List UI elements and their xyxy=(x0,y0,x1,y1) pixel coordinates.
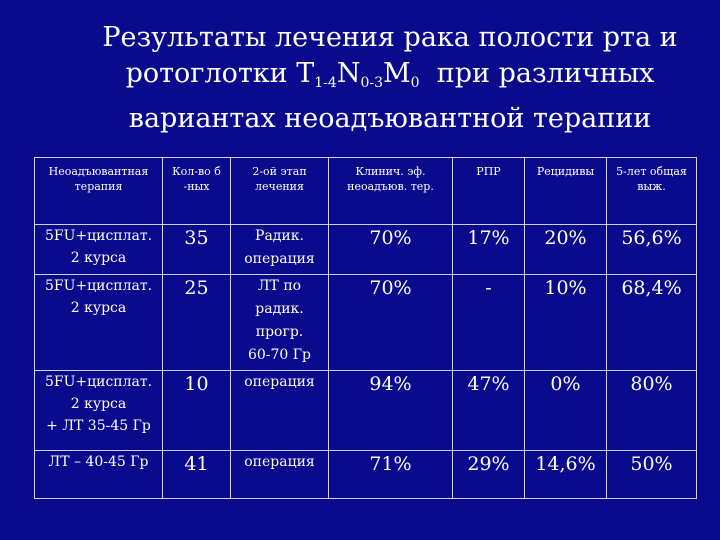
cell-treatment: 5FU+цисплат. 2 курса xyxy=(34,274,163,371)
header-recurrence: Рецидивы xyxy=(524,157,607,225)
cell-recurrence: 14,6% xyxy=(524,450,607,499)
title-sub-2: 0-3 xyxy=(360,75,383,91)
cell-treatment: 5FU+цисплат. 2 курса + ЛТ 35-45 Гр xyxy=(34,370,163,451)
cell-survival: 50% xyxy=(606,450,697,499)
cell-count: 41 xyxy=(162,450,231,499)
cell-recurrence: 0% xyxy=(524,370,607,451)
cell-rpr: - xyxy=(452,274,525,371)
cell-stage2: Радик. операция xyxy=(230,224,329,275)
header-rpr: РПР xyxy=(452,157,525,225)
cell-recurrence: 10% xyxy=(524,274,607,371)
title-line-2-prefix: ротоглотки Т xyxy=(125,58,315,89)
header-treatment: Неоадъювантная терапия xyxy=(34,157,163,225)
cell-recurrence: 20% xyxy=(524,224,607,275)
cell-clinical-effect: 94% xyxy=(328,370,453,451)
title-line-1: Результаты лечения рака полости рта и xyxy=(102,22,678,53)
cell-clinical-effect: 70% xyxy=(328,274,453,371)
cell-count: 35 xyxy=(162,224,231,275)
title-m: M xyxy=(382,58,411,89)
cell-stage2: операция xyxy=(230,370,329,451)
cell-survival: 80% xyxy=(606,370,697,451)
cell-stage2: ЛТ по радик. прогр. 60-70 Гр xyxy=(230,274,329,371)
cell-rpr: 47% xyxy=(452,370,525,451)
title-line-3: вариантах неоадъювантной терапии xyxy=(128,103,652,134)
table-row: 5FU+цисплат. 2 курса + ЛТ 35-45 Гр 10 оп… xyxy=(34,370,697,451)
header-clinical-effect: Клинич. эф. неоадъюв. тер. xyxy=(328,157,453,225)
table-row: 5FU+цисплат. 2 курса 25 ЛТ по радик. про… xyxy=(34,274,697,371)
cell-rpr: 29% xyxy=(452,450,525,499)
cell-rpr: 17% xyxy=(452,224,525,275)
results-table: Неоадъювантная терапия Кол-во б -ных 2-о… xyxy=(34,157,697,499)
cell-clinical-effect: 70% xyxy=(328,224,453,275)
header-survival: 5-лет общая выж. xyxy=(606,157,697,225)
cell-clinical-effect: 71% xyxy=(328,450,453,499)
cell-survival: 56,6% xyxy=(606,224,697,275)
cell-count: 10 xyxy=(162,370,231,451)
cell-count: 25 xyxy=(162,274,231,371)
title-sub-3: 0 xyxy=(410,75,420,91)
title-n: N xyxy=(336,58,361,89)
table-row: 5FU+цисплат. 2 курса 35 Радик. операция … xyxy=(34,224,697,275)
header-stage2: 2-ой этап лечения xyxy=(230,157,329,225)
header-row: Неоадъювантная терапия Кол-во б -ных 2-о… xyxy=(34,157,697,225)
title-line-2-suffix: при различных xyxy=(436,58,655,89)
header-count: Кол-во б -ных xyxy=(162,157,231,225)
cell-survival: 68,4% xyxy=(606,274,697,371)
table-row: ЛТ – 40-45 Гр 41 операция 71% 29% 14,6% … xyxy=(34,450,697,499)
slide-title: Результаты лечения рака полости рта и ро… xyxy=(90,20,690,137)
cell-stage2: операция xyxy=(230,450,329,499)
title-sub-1: 1-4 xyxy=(314,75,337,91)
title-line-2: ротоглотки Т1-4N0-3M0 при различных xyxy=(90,56,690,101)
cell-treatment: ЛТ – 40-45 Гр xyxy=(34,450,163,499)
cell-treatment: 5FU+цисплат. 2 курса xyxy=(34,224,163,275)
